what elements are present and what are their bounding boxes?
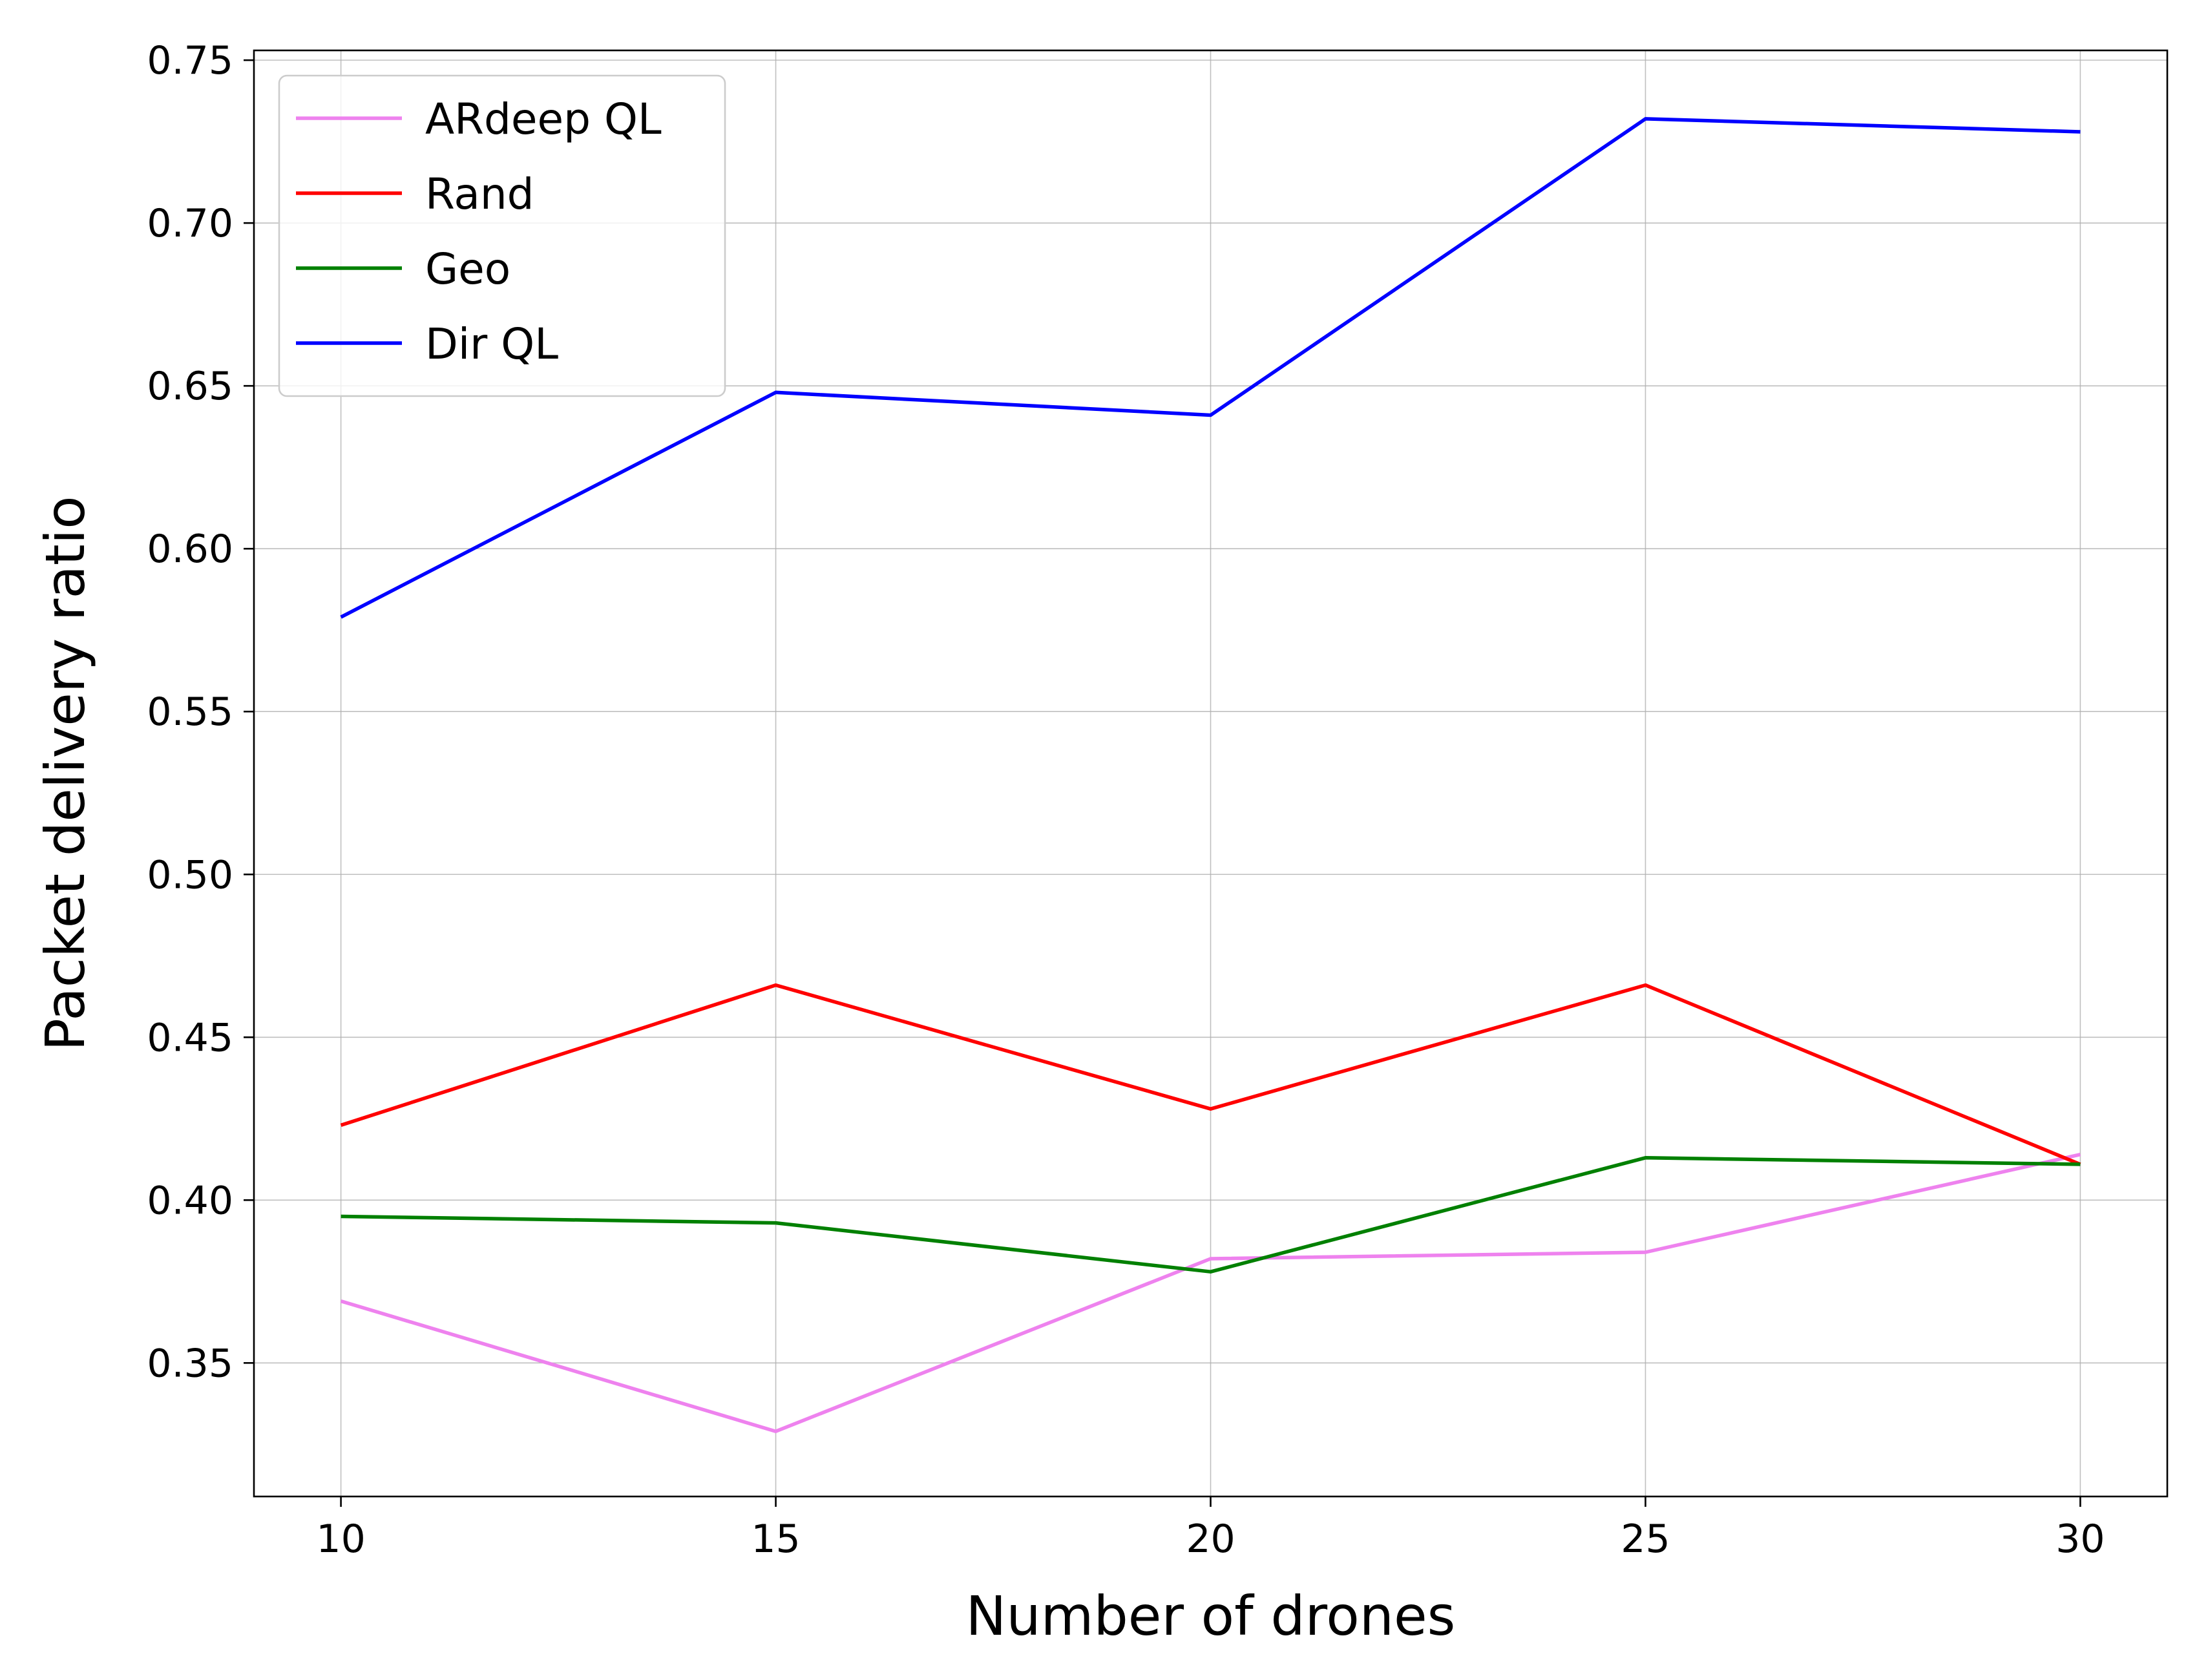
x-axis-ticks: 10 15 20 25 30 xyxy=(316,1496,2105,1562)
y-tick-label: 0.55 xyxy=(147,689,233,735)
x-tick-label: 15 xyxy=(751,1517,800,1562)
legend-label: ARdeep QL xyxy=(425,94,662,144)
legend: ARdeep QL Rand Geo Dir QL xyxy=(278,74,726,397)
series-line-geo xyxy=(341,1156,2081,1274)
grid xyxy=(254,50,2167,1496)
x-tick-label: 30 xyxy=(2055,1517,2105,1562)
legend-label: Dir QL xyxy=(425,319,558,369)
legend-label: Rand xyxy=(425,169,534,219)
legend-label: Geo xyxy=(425,244,510,294)
series-line-rand xyxy=(340,983,2081,1166)
series-line-ardeep-ql xyxy=(340,1153,2081,1433)
x-axis-title: Number of drones xyxy=(966,1584,1456,1648)
x-tick-label: 10 xyxy=(316,1517,365,1562)
y-tick-label: 0.70 xyxy=(147,201,233,246)
y-axis-ticks: 0.35 0.40 0.45 0.50 0.55 0.60 0.65 0.70 0.75 xyxy=(147,38,254,1386)
y-tick-label: 0.60 xyxy=(147,527,233,572)
y-axis-title: Packet delivery ratio xyxy=(34,496,97,1051)
x-tick-label: 25 xyxy=(1621,1517,1670,1562)
legend-box xyxy=(278,74,726,397)
y-tick-label: 0.50 xyxy=(147,852,233,898)
x-tick-label: 20 xyxy=(1186,1517,1235,1562)
y-tick-label: 0.65 xyxy=(147,364,233,409)
y-tick-label: 0.35 xyxy=(147,1341,233,1386)
series-lines xyxy=(340,117,2081,1433)
y-tick-label: 0.45 xyxy=(147,1015,233,1060)
y-tick-label: 0.40 xyxy=(147,1178,233,1223)
y-tick-label: 0.75 xyxy=(147,38,233,83)
series-line-dir-ql xyxy=(340,117,2081,619)
